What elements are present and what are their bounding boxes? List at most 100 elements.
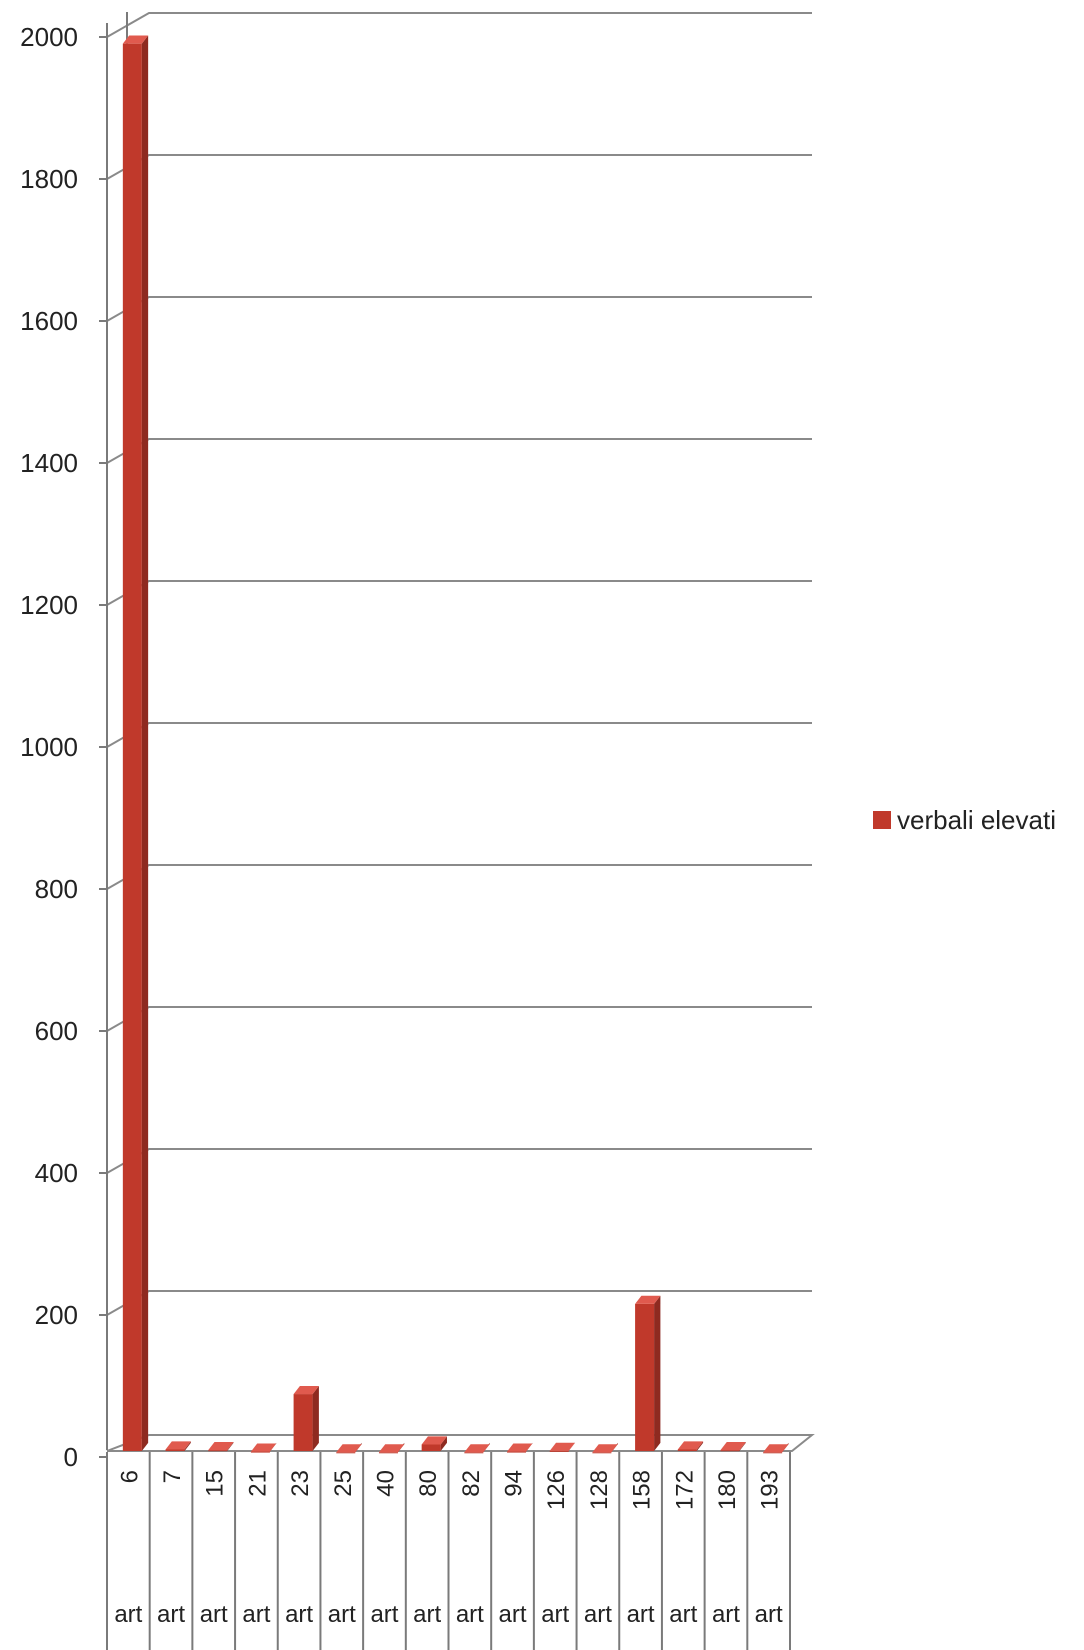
x-category-label: 82 <box>458 1470 485 1497</box>
x-category-label: 6 <box>116 1470 143 1483</box>
x-group-label: art <box>242 1601 270 1628</box>
y-tick-label: 800 <box>35 874 78 904</box>
bar-top <box>464 1444 490 1453</box>
x-category-label: 180 <box>714 1470 741 1510</box>
gridline <box>106 154 812 180</box>
legend-label: verbali elevati <box>897 805 1056 835</box>
gridline <box>106 580 812 606</box>
bar-front <box>165 1449 185 1451</box>
bar-193 <box>763 1442 789 1454</box>
bar-6 <box>122 35 149 1451</box>
bar-side <box>654 1295 661 1451</box>
bar-side <box>696 1441 704 1451</box>
bar-82 <box>464 1442 490 1454</box>
x-group-label: art <box>456 1601 484 1628</box>
bar-top <box>592 1444 618 1453</box>
bar-top <box>165 1441 191 1450</box>
gridline <box>106 722 812 748</box>
bar-side <box>227 1442 234 1451</box>
x-group-label: art <box>200 1601 228 1628</box>
bar-side <box>739 1442 746 1451</box>
y-tick-label: 2000 <box>20 22 78 52</box>
bar-23 <box>293 1385 319 1451</box>
x-category-table: 6 art 7 art 15 art 21 art 23 art 25 art 40 art 80 art 82… <box>106 1452 791 1650</box>
bar-top <box>336 1444 362 1453</box>
x-category-label: 25 <box>330 1470 357 1497</box>
bar-15 <box>208 1442 234 1452</box>
bar-side <box>312 1385 319 1451</box>
bar-front <box>250 1451 270 1453</box>
bar-top <box>421 1436 447 1445</box>
x-group-label: art <box>712 1601 740 1628</box>
bar-front <box>293 1394 313 1451</box>
bar-top <box>250 1443 277 1452</box>
bar-front <box>122 43 142 1451</box>
y-tick-labels: 0 200 400 600 800 1000 1200 1400 1600 1800 2000 <box>20 22 78 1472</box>
gridline <box>106 296 812 322</box>
x-category-label: 94 <box>501 1470 528 1497</box>
bar-front <box>635 1303 655 1451</box>
x-category-label: 126 <box>543 1470 570 1510</box>
y-tick-label: 1000 <box>20 732 78 762</box>
x-group-label: art <box>669 1601 697 1628</box>
bar-172 <box>677 1441 704 1451</box>
x-group-label: art <box>541 1601 569 1628</box>
bar-top <box>208 1442 234 1451</box>
x-category-label: 23 <box>287 1470 314 1497</box>
bar-top <box>293 1385 319 1395</box>
bar-128 <box>592 1442 618 1454</box>
gridline <box>106 1290 812 1316</box>
x-group-label: art <box>755 1601 783 1628</box>
x-group-label: art <box>584 1601 612 1628</box>
bar-front <box>507 1451 527 1453</box>
x-category-label: 80 <box>415 1470 442 1497</box>
bar-180 <box>720 1442 746 1452</box>
bar-top <box>720 1442 746 1451</box>
y-tick-label: 1200 <box>20 590 78 620</box>
bar-front <box>336 1452 356 1454</box>
x-group-label: art <box>157 1601 185 1628</box>
bar-21 <box>250 1442 277 1453</box>
x-category-label: 21 <box>244 1470 271 1497</box>
bar-94 <box>507 1442 533 1453</box>
bar-126 <box>549 1442 576 1452</box>
legend-swatch <box>873 811 891 829</box>
gridline <box>106 438 812 464</box>
x-group-label: art <box>413 1601 441 1628</box>
bar-front <box>549 1450 569 1452</box>
bar-side <box>184 1441 191 1451</box>
bar-front <box>378 1452 398 1454</box>
x-group-label: art <box>370 1601 398 1628</box>
bar-top <box>507 1443 533 1452</box>
bars <box>122 35 789 1454</box>
bar-side <box>568 1442 576 1451</box>
bar-top <box>763 1444 789 1453</box>
y-tick-label: 1600 <box>20 306 78 336</box>
gridline <box>106 864 812 890</box>
y-tick-label: 1400 <box>20 448 78 478</box>
y-tick-label: 600 <box>35 1016 78 1046</box>
bar-top <box>122 35 149 44</box>
bar-top <box>635 1295 661 1304</box>
bar-158 <box>635 1295 661 1451</box>
x-group-label: art <box>627 1601 655 1628</box>
bar-top <box>378 1444 405 1453</box>
legend: verbali elevati <box>873 805 1056 835</box>
x-category-label: 172 <box>671 1470 698 1510</box>
bar-7 <box>165 1441 191 1451</box>
y-tick-label: 400 <box>35 1158 78 1188</box>
gridline <box>106 12 812 38</box>
bar-40 <box>378 1442 405 1454</box>
axes <box>99 12 128 1458</box>
bar-front <box>464 1452 484 1454</box>
x-category-label: 7 <box>159 1470 186 1483</box>
bar-top <box>549 1442 576 1451</box>
y-tick-label: 0 <box>64 1442 78 1472</box>
bar-front <box>592 1452 612 1454</box>
bar-front <box>421 1444 441 1451</box>
gridline <box>106 1006 812 1032</box>
x-category-label: 15 <box>202 1470 229 1497</box>
x-group-label: art <box>328 1601 356 1628</box>
